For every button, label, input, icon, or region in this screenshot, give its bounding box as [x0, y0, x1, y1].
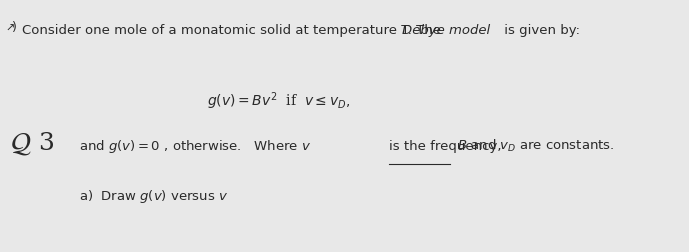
Text: Debye model: Debye model	[402, 24, 490, 37]
Text: Consider one mole of a monatomic solid at temperature T. The: Consider one mole of a monatomic solid a…	[22, 24, 445, 37]
Text: and $g(v) = 0$ , otherwise.   Where $v$: and $g(v) = 0$ , otherwise. Where $v$	[79, 138, 311, 155]
Text: 3: 3	[38, 132, 54, 155]
Text: ): )	[12, 21, 17, 34]
Text: $g(v) = Bv^2$  if  $v \leq v_D,$: $g(v) = Bv^2$ if $v \leq v_D,$	[207, 90, 350, 112]
Text: $B$ and $v_D$ are constants.: $B$ and $v_D$ are constants.	[453, 138, 615, 154]
Text: $\nearrow$: $\nearrow$	[3, 23, 15, 33]
Text: a)  Draw $g(v)$ versus $v$: a) Draw $g(v)$ versus $v$	[79, 188, 229, 205]
Text: $\mathcal{Q}$: $\mathcal{Q}$	[10, 130, 32, 157]
Text: is given by:: is given by:	[500, 24, 580, 37]
Text: is the frequency,: is the frequency,	[389, 140, 502, 153]
